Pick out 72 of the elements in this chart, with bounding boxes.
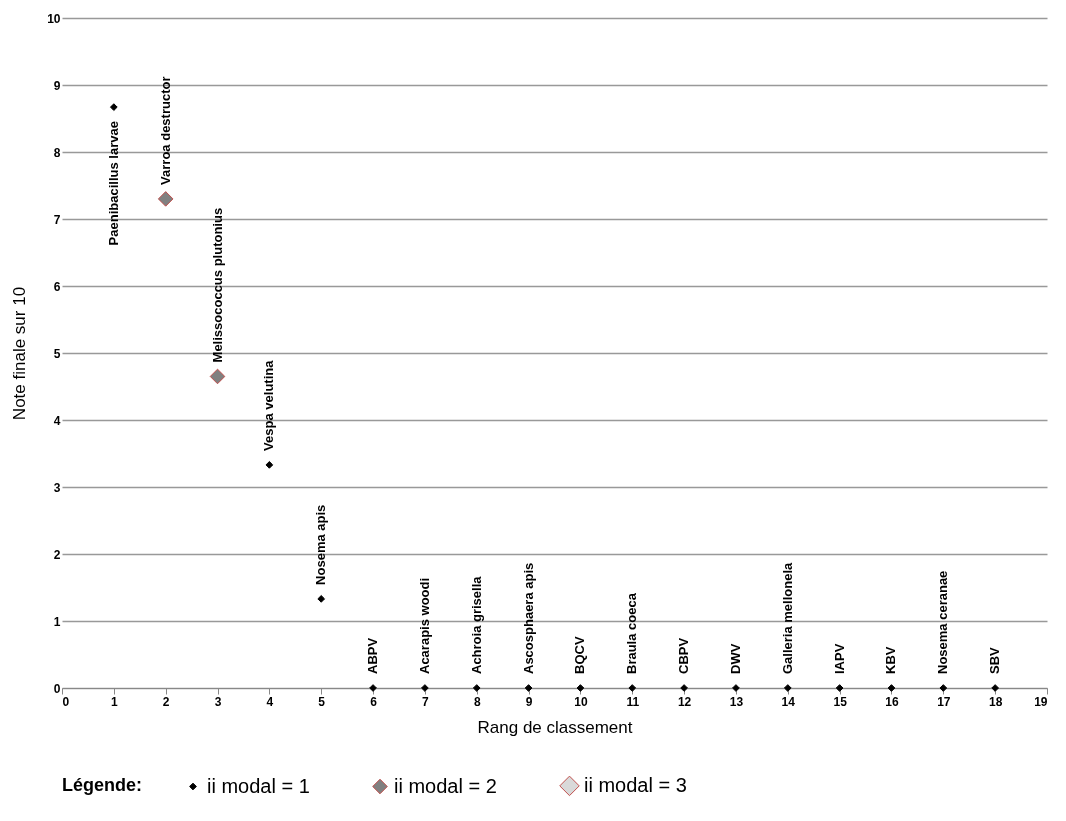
x-tick-label: 12 bbox=[677, 694, 692, 709]
legend-label: ii modal = 1 bbox=[207, 774, 310, 797]
point bbox=[109, 103, 118, 111]
annotation: Ascosphaera apis bbox=[520, 562, 536, 674]
x-tick-label: 2 bbox=[162, 694, 170, 709]
x-tick-label: 14 bbox=[781, 694, 796, 709]
y-tick-label: 4 bbox=[53, 413, 61, 428]
annotation: Nosema apis bbox=[313, 504, 329, 585]
point bbox=[783, 684, 792, 692]
annotation: Paenibacillus larvae bbox=[105, 121, 121, 246]
annotation: Nosema ceranae bbox=[935, 570, 951, 674]
point bbox=[157, 191, 174, 207]
x-tick-label: 19 bbox=[1034, 694, 1048, 709]
y-tick-label: 9 bbox=[53, 78, 61, 93]
x-axis-title: Rang de classement bbox=[477, 717, 633, 737]
annotation: Braula coeca bbox=[624, 592, 640, 674]
point bbox=[524, 684, 533, 692]
point bbox=[887, 684, 896, 692]
y-tick-label: 1 bbox=[53, 614, 61, 629]
annotation: Achroia grisella bbox=[468, 575, 484, 674]
y-tick-label: 0 bbox=[53, 681, 61, 696]
point bbox=[209, 368, 226, 385]
annotation: BQCV bbox=[572, 636, 588, 674]
x-tick-label: 8 bbox=[473, 694, 481, 709]
annotation: Melissococcus plutonius bbox=[209, 207, 225, 363]
y-tick-label: 2 bbox=[53, 547, 61, 562]
annotation: SBV bbox=[987, 646, 1003, 674]
y-tick-label: 5 bbox=[53, 346, 61, 361]
point bbox=[628, 684, 637, 692]
x-tick-label: 15 bbox=[833, 694, 848, 709]
point bbox=[576, 684, 585, 692]
x-tick-label: 7 bbox=[422, 694, 430, 709]
x-tick-label: 18 bbox=[988, 694, 1003, 709]
x-tick-label: 17 bbox=[937, 694, 951, 709]
x-tick-label: 9 bbox=[525, 694, 533, 709]
y-tick-label: 8 bbox=[53, 145, 61, 160]
y-tick-label: 6 bbox=[53, 279, 61, 294]
y-tick-label: 10 bbox=[47, 11, 61, 26]
annotation: CBPV bbox=[676, 637, 692, 674]
point bbox=[991, 684, 1000, 692]
annotation: IAPV bbox=[831, 643, 847, 674]
x-tick-label: 16 bbox=[885, 694, 899, 709]
annotation: Galleria mellonela bbox=[779, 561, 795, 674]
legend-label: ii modal = 3 bbox=[584, 773, 687, 796]
point bbox=[680, 684, 688, 692]
y-tick-label: 7 bbox=[53, 212, 61, 227]
x-tick-label: 11 bbox=[626, 694, 640, 709]
x-tick-label: 13 bbox=[729, 694, 744, 709]
x-tick-label: 3 bbox=[214, 694, 222, 709]
y-axis-title: Note finale sur 10 bbox=[10, 286, 30, 421]
point bbox=[835, 684, 844, 692]
x-tick-label: 1 bbox=[111, 694, 118, 709]
x-tick-label: 4 bbox=[266, 694, 274, 709]
legend-label: ii modal = 2 bbox=[394, 774, 497, 797]
annotation: Vespa velutina bbox=[261, 359, 277, 451]
point bbox=[939, 684, 948, 692]
point bbox=[317, 595, 326, 603]
legend-title: Légende: bbox=[62, 775, 143, 795]
x-tick-label: 6 bbox=[370, 694, 378, 709]
x-tick-label: 10 bbox=[574, 694, 588, 709]
annotation: Acarapis woodi bbox=[416, 577, 432, 674]
point bbox=[421, 684, 429, 692]
annotation: DWV bbox=[727, 643, 743, 674]
y-tick-label: 3 bbox=[53, 480, 61, 495]
point bbox=[265, 461, 274, 469]
point bbox=[472, 684, 481, 692]
annotation: Varroa destructor bbox=[157, 76, 173, 185]
point bbox=[369, 684, 377, 692]
x-tick-label: 5 bbox=[318, 694, 326, 709]
annotation: KBV bbox=[883, 646, 899, 674]
annotation: ABPV bbox=[365, 637, 381, 674]
point bbox=[732, 684, 740, 692]
